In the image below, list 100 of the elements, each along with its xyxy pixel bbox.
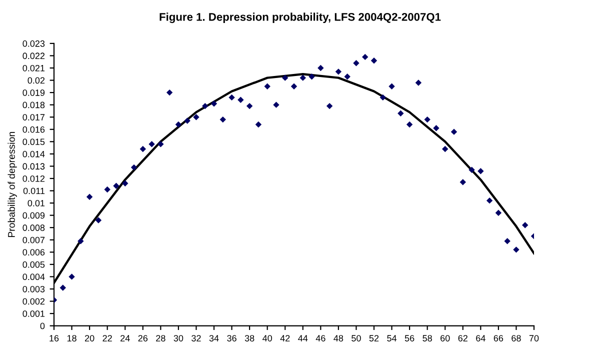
point bbox=[264, 83, 270, 90]
x-tick-label: 66 bbox=[494, 335, 504, 342]
x-tick-label: 44 bbox=[298, 335, 308, 342]
point bbox=[388, 83, 395, 90]
point bbox=[318, 64, 324, 72]
x-tick-label: 62 bbox=[458, 335, 468, 342]
point bbox=[415, 80, 422, 86]
x-tick-label: 36 bbox=[227, 335, 236, 342]
x-tick-label: 40 bbox=[262, 335, 272, 342]
y-tick-label: 0.02 bbox=[28, 77, 45, 84]
point bbox=[344, 73, 350, 80]
point bbox=[282, 74, 288, 81]
x-tick-label: 26 bbox=[138, 335, 148, 342]
x-tick-label: 54 bbox=[387, 335, 397, 342]
point bbox=[220, 116, 226, 123]
x-tick-label: 60 bbox=[440, 335, 450, 342]
point bbox=[478, 168, 484, 174]
point bbox=[122, 180, 128, 186]
y-tick-label: 0.019 bbox=[22, 90, 45, 96]
point bbox=[228, 94, 235, 101]
point bbox=[362, 54, 368, 60]
chart-title: Figure 1. Depression probability, LFS 2004Q2-2007Q1 bbox=[160, 12, 441, 24]
point bbox=[238, 96, 244, 104]
y-tick-label: 0.014 bbox=[22, 150, 45, 158]
y-tick-label: 0.009 bbox=[22, 212, 45, 219]
y-tick-label: 0.004 bbox=[22, 274, 45, 280]
point bbox=[433, 125, 440, 132]
x-tick-label: 56 bbox=[404, 335, 414, 342]
x-tick-label: 68 bbox=[512, 335, 521, 342]
point bbox=[184, 118, 190, 124]
point bbox=[104, 186, 110, 193]
y-tick-label: 0.018 bbox=[22, 102, 45, 108]
point bbox=[86, 194, 93, 200]
point bbox=[335, 68, 342, 75]
y-axis-title: Probability of depression bbox=[8, 132, 17, 238]
x-tick-label: 20 bbox=[84, 335, 94, 342]
x-tick-label: 38 bbox=[244, 335, 254, 342]
point bbox=[495, 210, 502, 216]
point bbox=[95, 217, 102, 224]
point bbox=[166, 89, 173, 96]
point bbox=[210, 100, 218, 107]
point bbox=[78, 238, 84, 244]
point bbox=[398, 110, 404, 117]
point bbox=[193, 114, 200, 120]
y-tick-label: 0.01 bbox=[28, 200, 45, 206]
point bbox=[450, 128, 458, 135]
point bbox=[468, 166, 475, 173]
y-tick-label: 0.002 bbox=[22, 298, 45, 305]
x-tick-label: 64 bbox=[476, 335, 486, 342]
y-tick-label: 0.005 bbox=[22, 261, 45, 268]
y-tick-label: 0.001 bbox=[22, 310, 45, 317]
point bbox=[424, 116, 430, 123]
point bbox=[158, 141, 164, 148]
point bbox=[202, 102, 208, 110]
x-tick-label: 34 bbox=[209, 335, 219, 342]
point bbox=[326, 102, 333, 110]
point bbox=[442, 146, 448, 152]
point bbox=[460, 179, 466, 186]
point bbox=[370, 58, 378, 64]
point bbox=[246, 102, 253, 110]
point bbox=[140, 146, 146, 152]
x-tick-label: 48 bbox=[334, 335, 344, 342]
y-tick-label: 0.006 bbox=[22, 249, 45, 256]
x-tick-label: 70 bbox=[529, 335, 539, 342]
x-tick-label: 16 bbox=[50, 335, 59, 342]
y-tick-label: 0.013 bbox=[22, 163, 45, 170]
point bbox=[130, 164, 138, 171]
point bbox=[380, 94, 386, 101]
x-tick-label: 30 bbox=[174, 335, 184, 342]
y-tick-label: 0.022 bbox=[22, 52, 45, 60]
x-tick-label: 46 bbox=[316, 335, 326, 342]
x-tick-label: 22 bbox=[102, 335, 112, 342]
y-tick-label: 0 bbox=[40, 322, 45, 330]
point bbox=[290, 83, 298, 90]
point bbox=[113, 182, 120, 189]
x-tick-label: 18 bbox=[67, 335, 76, 342]
point bbox=[148, 141, 155, 148]
point bbox=[308, 73, 315, 80]
x-tick-label: 42 bbox=[280, 335, 290, 342]
x-tick-label: 58 bbox=[422, 335, 432, 342]
point bbox=[486, 197, 493, 204]
y-tick-label: 0.017 bbox=[22, 114, 45, 120]
y-tick-label: 0.008 bbox=[22, 224, 45, 231]
y-tick-label: 0.023 bbox=[22, 40, 45, 47]
point bbox=[273, 102, 280, 108]
y-tick-label: 0.003 bbox=[22, 286, 45, 292]
y-tick-label: 0.011 bbox=[23, 188, 45, 194]
point bbox=[353, 60, 360, 66]
x-tick-label: 50 bbox=[352, 335, 361, 342]
y-tick-label: 0.015 bbox=[22, 138, 45, 146]
y-tick-label: 0.016 bbox=[22, 126, 45, 133]
x-tick-label: 32 bbox=[192, 335, 201, 342]
x-tick-label: 52 bbox=[369, 335, 379, 342]
point bbox=[60, 284, 66, 291]
point bbox=[513, 246, 520, 253]
x-tick-label: 28 bbox=[156, 335, 166, 342]
y-tick-label: 0.021 bbox=[22, 64, 45, 72]
point bbox=[504, 238, 510, 244]
y-tick-label: 0.007 bbox=[22, 236, 45, 244]
point bbox=[175, 121, 182, 128]
